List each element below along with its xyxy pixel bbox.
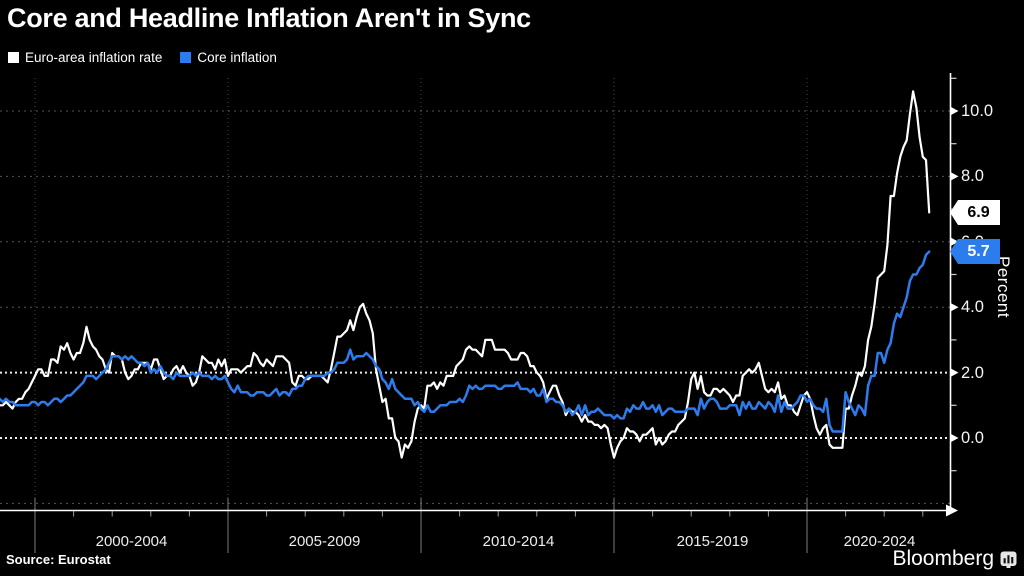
legend-label-headline: Euro-area inflation rate (25, 50, 163, 65)
legend-item-headline: Euro-area inflation rate (8, 50, 162, 65)
x-label-2015-2019: 2015-2019 (676, 533, 749, 550)
headline-series-swatch (8, 52, 19, 63)
legend-label-core: Core inflation (197, 50, 277, 65)
bloomberg-wordmark: Bloomberg (892, 547, 994, 570)
legend-item-core: Core inflation (180, 50, 277, 65)
x-label-2010-2014: 2010-2014 (482, 533, 555, 550)
y-tick-label-2: 2.0 (961, 364, 984, 382)
headline-last-value-tag: 6.9 (950, 200, 1000, 225)
source-note: Source: Eurostat (6, 552, 111, 567)
legend: Euro-area inflation rate Core inflation (8, 50, 277, 65)
chart-title: Core and Headline Inflation Aren't in Sy… (7, 3, 531, 33)
x-label-2005-2009: 2005-2009 (288, 533, 361, 550)
x-label-2020-2024: 2020-2024 (843, 533, 916, 550)
y-tick-label-10: 10.0 (961, 102, 994, 120)
bloomberg-terminal-icon (1000, 551, 1017, 568)
y-tick-label-0: 0.0 (961, 429, 984, 447)
y-axis-title: Percent (994, 256, 1013, 319)
bloomberg-logo: Bloomberg (892, 547, 1017, 571)
y-tick-label-8: 8.0 (961, 167, 984, 185)
core-last-value-tag: 5.7 (950, 239, 1000, 264)
y-tick-label-4: 4.0 (961, 298, 984, 316)
x-label-2000-2004: 2000-2004 (95, 533, 168, 550)
core-series-swatch (180, 52, 192, 63)
